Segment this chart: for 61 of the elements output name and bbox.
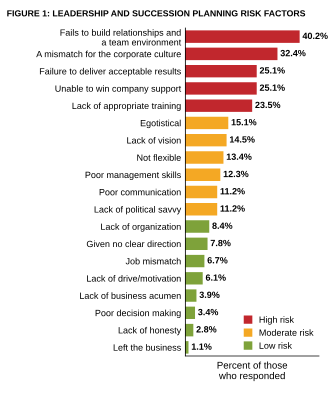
- data-label: 1.1%: [192, 343, 212, 350]
- y-tick-label: Lack of honesty: [118, 326, 182, 336]
- x-axis-title: Percent of those who responded: [218, 362, 288, 382]
- y-tick-label: Failure to deliver acceptable results: [40, 68, 181, 76]
- data-label: 12.3%: [224, 170, 248, 178]
- bar: [185, 272, 203, 285]
- bar: [185, 116, 228, 130]
- data-label: 2.8%: [196, 326, 216, 333]
- bar: [185, 289, 196, 302]
- data-label: 7.8%: [210, 240, 231, 246]
- y-tick-label: Not flexible: [137, 154, 181, 161]
- bar: [185, 30, 300, 43]
- bar: [185, 238, 208, 250]
- bar: [185, 254, 204, 268]
- bar: [185, 306, 196, 320]
- y-tick-label: Poor management skills: [86, 171, 181, 180]
- data-label: 11.2%: [220, 188, 245, 194]
- bar: [185, 186, 218, 198]
- y-tick-label: Lack of business acumen: [80, 292, 181, 299]
- legend-label: High risk: [260, 316, 294, 325]
- data-label: 8.4%: [212, 222, 232, 229]
- bar: [185, 48, 278, 60]
- bar: [185, 151, 224, 164]
- chart-title: FIGURE 1: LEADERSHIP AND SUCCESSION PLANNING RISK FACTORS: [7, 10, 306, 16]
- data-label: 6.7%: [208, 257, 228, 264]
- data-label: 25.1%: [260, 84, 285, 91]
- bar: [185, 64, 257, 78]
- data-label: 32.4%: [280, 50, 306, 56]
- legend-label: Moderate risk: [260, 329, 314, 336]
- bar: [185, 168, 220, 181]
- bar: [185, 82, 257, 95]
- bar: [185, 134, 227, 146]
- data-label: 3.9%: [199, 292, 220, 298]
- data-label: 14.5%: [230, 136, 255, 143]
- y-tick-label: Given no clear direction: [86, 240, 181, 248]
- data-label: 11.2%: [220, 205, 245, 212]
- y-tick-label: Unable to win company support: [55, 85, 182, 94]
- legend-label: Low risk: [260, 342, 292, 349]
- y-tick-label: Poor communication: [100, 188, 181, 196]
- bar: [185, 220, 210, 233]
- data-label: 23.5%: [255, 102, 280, 108]
- y-tick-label: Fails to build relationships and a team environment: [60, 29, 182, 46]
- data-label: 40.2%: [302, 32, 328, 40]
- data-label: 25.1%: [260, 67, 285, 74]
- y-tick-label: Poor decision making: [96, 310, 181, 318]
- y-tick-label: Lack of organization: [101, 223, 181, 232]
- y-tick-label: Job mismatch: [126, 258, 181, 264]
- data-label: 13.4%: [226, 154, 252, 160]
- y-tick-label: Lack of appropriate training: [72, 102, 181, 111]
- y-tick-label: Lack of political savvy: [94, 206, 182, 214]
- y-tick-label: Egotistical: [140, 120, 181, 128]
- bar: [185, 203, 218, 216]
- data-label: 3.4%: [198, 308, 218, 316]
- y-tick-label: Lack of drive/motivation: [87, 275, 181, 282]
- data-label: 6.1%: [206, 274, 226, 281]
- y-tick-label: Lack of vision: [127, 136, 181, 144]
- bar: [185, 324, 194, 336]
- data-label: 15.1%: [232, 119, 256, 126]
- bar: [185, 99, 252, 112]
- y-tick-label: Left the business: [114, 344, 181, 351]
- y-tick-label: A mismatch for the corporate culture: [36, 50, 181, 60]
